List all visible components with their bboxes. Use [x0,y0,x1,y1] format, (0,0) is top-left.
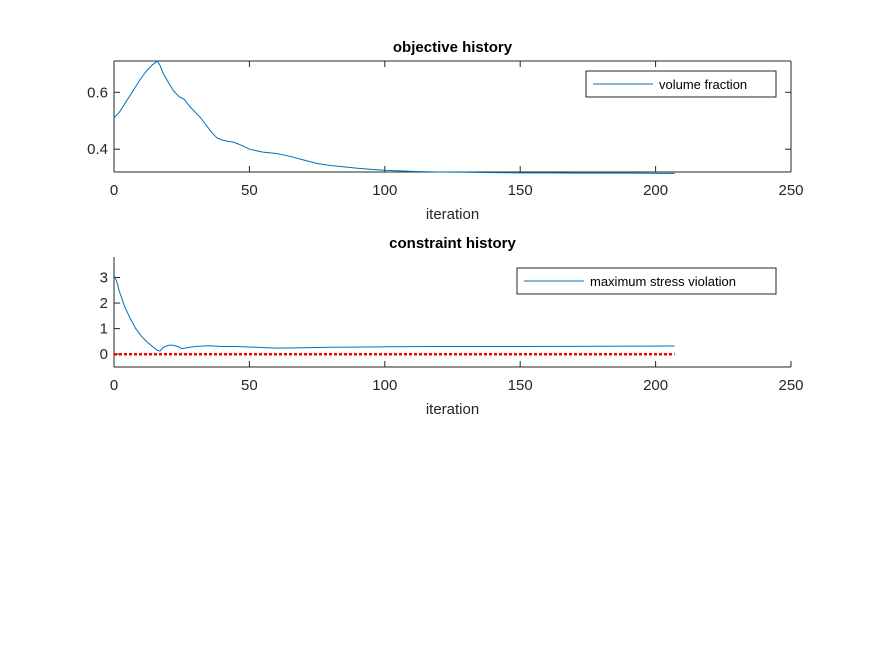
x-tick-label: 250 [778,182,803,199]
x-tick-label: 100 [372,182,397,199]
y-tick-label: 0 [100,346,108,363]
x-tick-label: 50 [241,377,258,394]
x-tick-label: 0 [110,377,118,394]
x-tick-label: 250 [778,377,803,394]
y-tick-label: 0.6 [87,84,108,101]
x-tick-label: 200 [643,182,668,199]
series-line [113,274,675,352]
chart-title: constraint history [389,235,516,252]
y-tick-label: 3 [100,269,108,286]
legend: volume fraction [585,70,777,98]
y-tick-label: 2 [100,295,108,312]
x-tick-label: 150 [508,182,533,199]
x-tick-label: 200 [643,377,668,394]
legend-label: volume fraction [659,77,747,92]
y-tick-label: 1 [100,321,108,338]
x-axis-label: iteration [426,401,479,418]
legend: maximum stress violation [516,267,777,295]
x-tick-label: 0 [110,182,118,199]
x-axis-label: iteration [426,206,479,223]
axes-1: objective history 0 50 100 150 200 250 0.4 0.6 it… [87,39,803,223]
legend-label: maximum stress violation [590,274,736,289]
x-tick-label: 150 [508,377,533,394]
y-tick-label: 0.4 [87,141,108,158]
series-line [113,60,675,174]
axes-2: constraint history 0 50 100 150 200 250 0 1 2 3 ite… [100,235,804,418]
chart-title: objective history [393,39,513,56]
x-tick-label: 100 [372,377,397,394]
x-tick-label: 50 [241,182,258,199]
